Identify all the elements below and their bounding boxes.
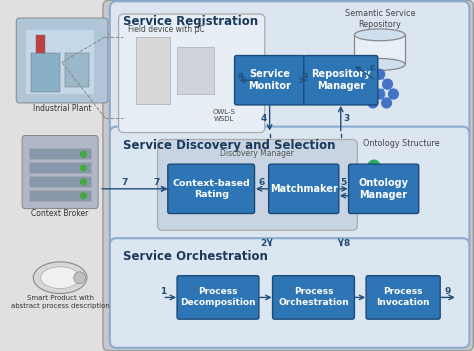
Bar xyxy=(355,35,405,65)
Circle shape xyxy=(380,183,392,195)
Bar xyxy=(136,37,170,104)
Circle shape xyxy=(380,167,392,179)
Text: OWL-S
WSDL: OWL-S WSDL xyxy=(212,109,235,122)
Circle shape xyxy=(385,193,397,205)
Bar xyxy=(36,35,46,53)
Text: Process
Orchestration: Process Orchestration xyxy=(278,287,349,307)
Text: Context Broker: Context Broker xyxy=(31,208,89,218)
Text: Industrial Plant: Industrial Plant xyxy=(33,104,91,113)
Text: Service Orchestration: Service Orchestration xyxy=(123,250,268,263)
Text: Ontology Structure: Ontology Structure xyxy=(363,139,439,148)
FancyBboxPatch shape xyxy=(168,164,255,213)
Text: Ontology
Manager: Ontology Manager xyxy=(359,178,409,200)
Circle shape xyxy=(74,272,85,284)
Text: Discovery Manager: Discovery Manager xyxy=(220,149,294,158)
Bar xyxy=(65,53,89,87)
Text: Service Discovery and Selection: Service Discovery and Selection xyxy=(123,139,336,152)
FancyBboxPatch shape xyxy=(22,135,98,208)
Circle shape xyxy=(368,98,378,108)
Circle shape xyxy=(375,69,384,79)
Circle shape xyxy=(382,98,392,108)
Text: 7: 7 xyxy=(122,178,128,187)
Text: 1: 1 xyxy=(160,287,166,296)
Circle shape xyxy=(368,175,380,187)
FancyBboxPatch shape xyxy=(177,276,259,319)
Text: 2: 2 xyxy=(261,239,267,248)
Bar xyxy=(29,162,91,173)
Bar xyxy=(29,190,91,201)
Circle shape xyxy=(356,183,368,195)
Bar xyxy=(29,148,91,159)
Text: a: a xyxy=(238,71,244,80)
Circle shape xyxy=(389,89,398,99)
FancyBboxPatch shape xyxy=(110,238,469,348)
Ellipse shape xyxy=(41,267,80,289)
Text: 8: 8 xyxy=(344,239,350,248)
Circle shape xyxy=(81,193,86,199)
FancyBboxPatch shape xyxy=(16,18,108,103)
Circle shape xyxy=(81,151,86,157)
Text: b: b xyxy=(301,71,308,80)
FancyBboxPatch shape xyxy=(235,55,305,105)
Bar xyxy=(26,30,94,94)
Text: Service
Monitor: Service Monitor xyxy=(248,69,291,91)
Circle shape xyxy=(350,193,362,205)
Bar xyxy=(29,176,91,187)
FancyBboxPatch shape xyxy=(348,164,419,213)
Text: 5: 5 xyxy=(341,178,347,187)
Text: 9: 9 xyxy=(445,287,451,296)
Ellipse shape xyxy=(33,262,87,293)
Text: 4: 4 xyxy=(261,114,267,123)
Circle shape xyxy=(81,179,86,185)
Text: Smart Product with
abstract process description: Smart Product with abstract process desc… xyxy=(11,296,109,309)
FancyBboxPatch shape xyxy=(269,164,339,213)
Text: Matchmaker: Matchmaker xyxy=(270,184,337,194)
Text: Repository
Manager: Repository Manager xyxy=(311,69,371,91)
Text: Service Registration: Service Registration xyxy=(123,15,259,28)
Ellipse shape xyxy=(355,29,405,41)
Text: Context-based
Rating: Context-based Rating xyxy=(172,179,250,199)
Circle shape xyxy=(356,167,368,179)
Text: c: c xyxy=(369,63,374,72)
Text: 6: 6 xyxy=(259,178,265,187)
Text: Semantic Service
Repository: Semantic Service Repository xyxy=(345,9,415,29)
FancyBboxPatch shape xyxy=(110,1,469,140)
Circle shape xyxy=(375,89,384,99)
Circle shape xyxy=(361,89,371,99)
Text: Process
Invocation: Process Invocation xyxy=(376,287,430,307)
FancyBboxPatch shape xyxy=(273,276,355,319)
FancyBboxPatch shape xyxy=(110,127,469,249)
Text: 7: 7 xyxy=(154,178,160,187)
FancyBboxPatch shape xyxy=(304,55,378,105)
FancyBboxPatch shape xyxy=(366,276,440,319)
FancyBboxPatch shape xyxy=(103,0,474,351)
Circle shape xyxy=(367,79,377,89)
Text: 3: 3 xyxy=(344,114,350,123)
Circle shape xyxy=(368,160,380,172)
Circle shape xyxy=(383,79,392,89)
Circle shape xyxy=(81,165,86,171)
Bar xyxy=(31,53,60,92)
FancyBboxPatch shape xyxy=(157,139,357,230)
Text: Process
Decomposition: Process Decomposition xyxy=(180,287,256,307)
Bar xyxy=(177,47,214,94)
FancyBboxPatch shape xyxy=(118,14,265,133)
Text: Field device with μC: Field device with μC xyxy=(128,25,205,34)
Ellipse shape xyxy=(355,59,405,70)
